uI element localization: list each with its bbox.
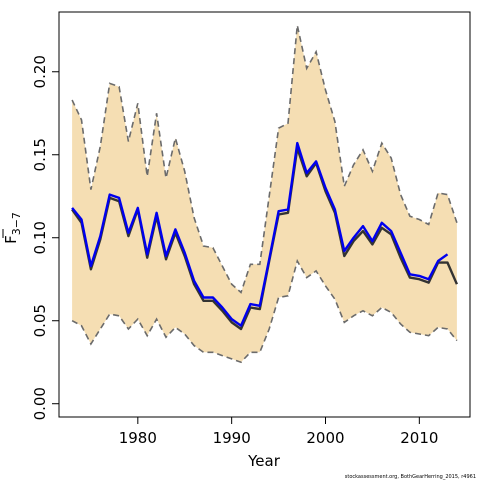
y-tick-label: 0.00 [31,387,49,420]
x-tick-label: 2010 [400,429,438,447]
highlight-line [71,141,449,327]
y-tick-label: 0.20 [31,55,49,88]
y-tick-label: 0.10 [31,221,49,254]
y-axis: 0.00 0.05 0.10 0.15 0.20 [31,55,59,420]
confidence-band-layer [71,25,458,364]
y-tick-label: 0.05 [31,304,49,337]
y-tick-label: 0.15 [31,138,49,171]
x-tick-label: 1980 [119,429,157,447]
x-tick-label: 2000 [306,429,344,447]
series-lines-layer [71,141,459,331]
x-axis: 1980 1990 2000 2010 [119,417,438,447]
y-axis-label-main: F [2,235,20,244]
svg-text:F3−7: F3−7 [2,212,23,244]
y-axis-label-subscript: 3−7 [10,212,23,235]
confidence-band [72,25,457,363]
plot-frame [58,11,471,418]
y-axis-label: F3−7 [2,212,23,244]
lower-bound-line [71,258,458,364]
x-axis-label: Year [247,452,281,470]
x-tick-label: 1990 [213,429,251,447]
footer-credit: stockassessment.org, BothGearHerring_201… [345,474,476,480]
